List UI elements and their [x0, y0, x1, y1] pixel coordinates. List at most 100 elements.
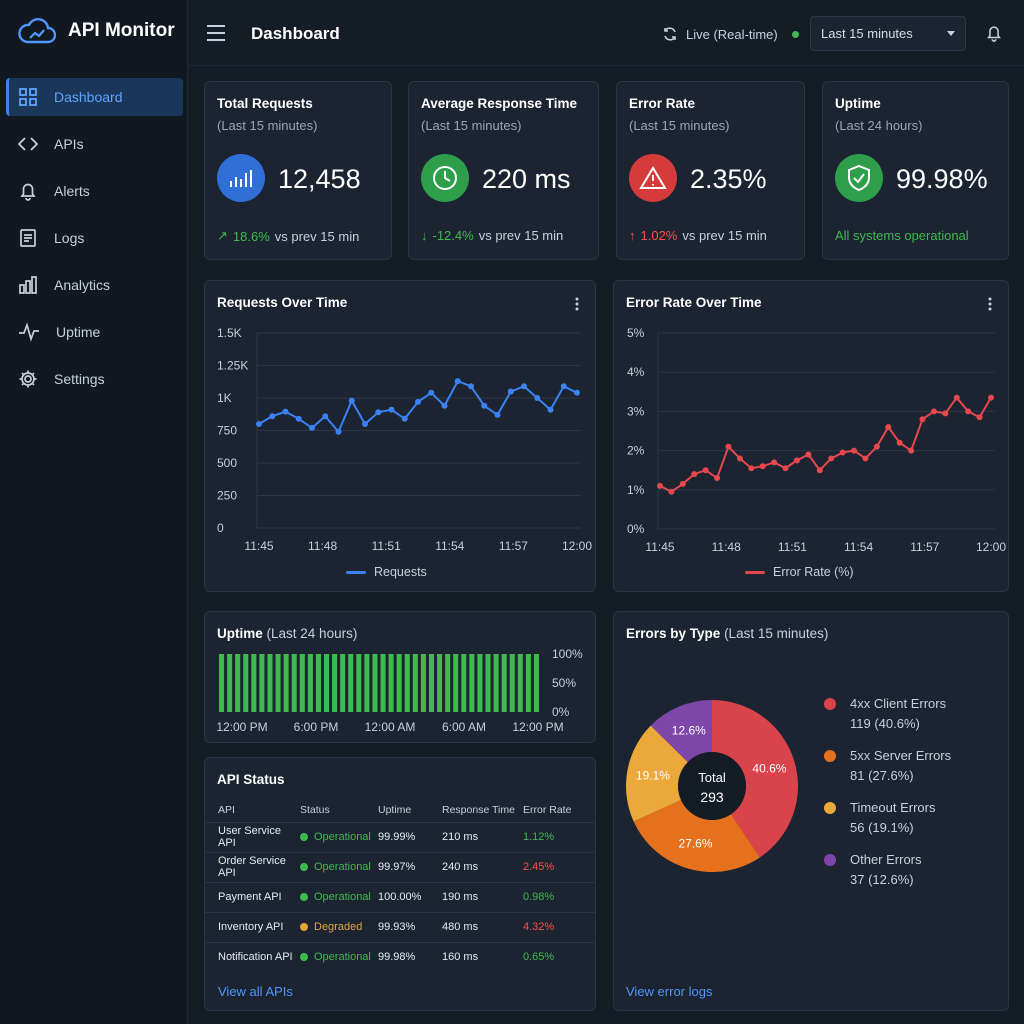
- delta-suffix: vs prev 15 min: [682, 228, 767, 243]
- clock-icon: [421, 154, 469, 202]
- y-tick-label: 750: [217, 424, 237, 438]
- sidebar-item-settings[interactable]: Settings: [6, 360, 183, 398]
- series-line: [258, 379, 578, 434]
- slice-label: 40.6%: [752, 762, 786, 776]
- stat-value: 12,458: [278, 164, 361, 194]
- table-row[interactable]: User Service API Operational 99.99% 210 ms 1…: [205, 821, 595, 852]
- notification-bell-icon[interactable]: [985, 24, 1003, 42]
- more-options-icon[interactable]: [575, 297, 579, 311]
- page-title: Dashboard: [251, 24, 340, 43]
- error-rate-value: 1.12%: [523, 831, 555, 843]
- uptime-bar: [396, 654, 402, 712]
- sidebar-item-analytics[interactable]: Analytics: [6, 266, 183, 304]
- data-point: [896, 439, 903, 446]
- data-point: [976, 414, 983, 421]
- y-tick-label: 3%: [627, 404, 645, 418]
- x-tick-label: 11:45: [244, 539, 273, 553]
- table-cell: Degraded: [300, 911, 378, 942]
- data-point: [965, 408, 972, 415]
- uptime-bar: [315, 654, 321, 712]
- app-name: API Monitor: [68, 20, 175, 41]
- y-tick-label: 1K: [217, 391, 232, 405]
- sidebar-item-dashboard[interactable]: Dashboard: [6, 78, 183, 116]
- sidebar-item-uptime[interactable]: Uptime: [6, 313, 183, 351]
- uptime-bar-chart: 100%50%0%12:00 PM 6:00 PM 12:00 AM 6:00 AM 1…: [216, 647, 583, 734]
- legend-swatch: [824, 802, 836, 814]
- legend-item[interactable]: Timeout Errors 56 (19.1%): [824, 798, 951, 850]
- legend-item[interactable]: 5xx Server Errors 81 (27.6%): [824, 746, 951, 798]
- uptime-bar: [428, 654, 435, 712]
- column-header[interactable]: Uptime: [378, 803, 412, 816]
- y-tick-label: 1.25K: [217, 359, 248, 373]
- data-point: [942, 410, 949, 417]
- uptime-bar: [501, 654, 507, 712]
- x-tick-label: 11:57: [910, 540, 939, 554]
- chart-legend: Error Rate (%): [745, 565, 854, 579]
- view-all-apis-link[interactable]: View all APIs: [218, 984, 293, 999]
- stat-value: 220 ms: [482, 164, 571, 194]
- table-cell: Notification API: [205, 941, 300, 972]
- delta-value: 1.02%: [640, 228, 678, 243]
- stat-card-response-time: Average Response Time (Last 15 minutes) …: [408, 81, 599, 260]
- arrow-up-icon: ↑: [629, 228, 636, 243]
- more-options-icon[interactable]: [988, 297, 992, 311]
- table-cell: 240 ms: [442, 851, 523, 882]
- data-point: [428, 389, 435, 396]
- x-tick-label: 11:51: [778, 540, 807, 554]
- legend-label: Error Rate (%): [773, 565, 854, 579]
- table-cell: Inventory API: [205, 911, 300, 942]
- sidebar-item-apis[interactable]: APIs: [6, 125, 183, 163]
- live-status-dot: [791, 30, 799, 38]
- table-row[interactable]: Order Service API Operational 99.97% 240 ms…: [205, 851, 595, 882]
- response-time-value: 190 ms: [442, 891, 479, 903]
- api-status-panel: API Status API Status Uptime Response Ti…: [204, 757, 596, 1011]
- table-header-row: API Status Uptime Response Time Error Ra…: [205, 794, 595, 822]
- y-tick-label: 100%: [552, 647, 583, 661]
- table-cell: Payment API: [205, 881, 300, 912]
- status-label: Operational: [314, 831, 371, 843]
- view-error-logs-link[interactable]: View error logs: [626, 984, 713, 999]
- brand[interactable]: API Monitor: [18, 16, 175, 46]
- gear-icon: [19, 370, 37, 388]
- uptime-bar: [461, 654, 467, 712]
- column-header[interactable]: API: [218, 803, 235, 816]
- panel-title: Requests Over Time: [217, 295, 348, 310]
- data-point: [805, 451, 812, 458]
- stat-card-error-rate: Error Rate (Last 15 minutes) 2.35% ↑ 1.0…: [616, 81, 805, 260]
- column-header[interactable]: Response Time: [442, 803, 515, 816]
- data-point: [816, 467, 823, 474]
- sidebar-item-alerts[interactable]: Alerts: [6, 172, 183, 210]
- legend-item[interactable]: 4xx Client Errors 119 (40.6%): [824, 694, 951, 746]
- document-icon: [20, 229, 36, 247]
- uptime-bar: [299, 654, 305, 712]
- legend-swatch: [346, 570, 366, 574]
- live-toggle[interactable]: Live (Real-time): [662, 26, 799, 42]
- menu-icon[interactable]: [206, 24, 226, 42]
- x-tick-label: 12:00 PM: [512, 720, 563, 734]
- arrow-down-icon: ↓: [421, 228, 428, 243]
- legend-item[interactable]: Other Errors 37 (12.6%): [824, 850, 951, 902]
- uptime-bar: [291, 654, 297, 712]
- api-name: User Service API: [218, 825, 281, 849]
- slice-label: 19.1%: [636, 768, 670, 782]
- sidebar-item-label: Logs: [54, 230, 85, 246]
- errors-donut-chart: 40.6% 27.6% 19.1% 12.6% Total 293: [626, 700, 798, 872]
- table-row[interactable]: Payment API Operational 100.00% 190 ms 0.98%: [205, 881, 595, 912]
- sidebar-item-label: Settings: [54, 371, 105, 387]
- table-cell: 190 ms: [442, 881, 523, 912]
- uptime-bar: [235, 654, 241, 712]
- table-row[interactable]: Inventory API Degraded 99.93% 480 ms 4.32%: [205, 911, 595, 942]
- data-point: [547, 406, 554, 413]
- data-point: [908, 447, 915, 454]
- legend-label: Requests: [374, 565, 427, 579]
- error-rate-chart-panel: Error Rate Over Time 0% 1% 2% 3% 4% 5% 11:45 11…: [613, 280, 1009, 592]
- time-range-select[interactable]: Last 15 minutes: [810, 16, 966, 51]
- table-row[interactable]: Notification API Operational 99.98% 160 ms 0…: [205, 941, 595, 972]
- uptime-panel: Uptime (Last 24 hours) 100% 50% 0% 12:00 PM…: [204, 611, 596, 743]
- column-header[interactable]: Error Rate: [523, 803, 572, 816]
- column-header[interactable]: Status: [300, 803, 330, 816]
- sidebar-item-logs[interactable]: Logs: [6, 219, 183, 257]
- x-tick-label: 11:51: [372, 539, 401, 553]
- bar-chart-icon: [19, 276, 37, 294]
- pie-slice: [633, 799, 760, 872]
